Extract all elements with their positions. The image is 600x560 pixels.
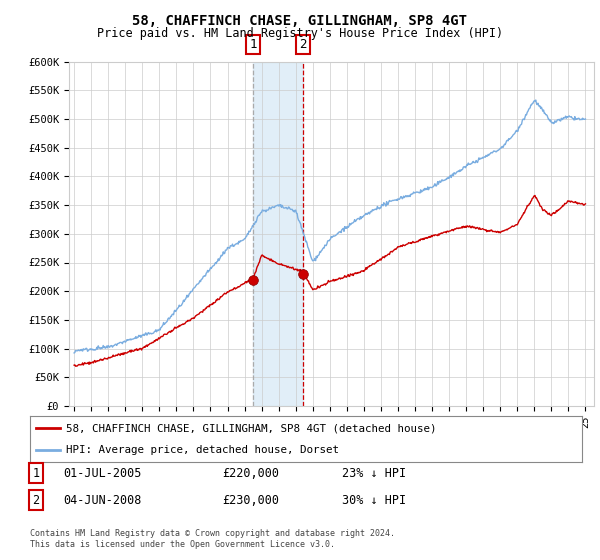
Text: 04-JUN-2008: 04-JUN-2008 — [63, 493, 142, 507]
Text: 1: 1 — [32, 466, 40, 480]
Text: £220,000: £220,000 — [222, 466, 279, 480]
Text: 30% ↓ HPI: 30% ↓ HPI — [342, 493, 406, 507]
Text: Price paid vs. HM Land Registry's House Price Index (HPI): Price paid vs. HM Land Registry's House … — [97, 27, 503, 40]
Text: 2: 2 — [32, 493, 40, 507]
Text: 1: 1 — [250, 38, 257, 52]
Text: Contains HM Land Registry data © Crown copyright and database right 2024.
This d: Contains HM Land Registry data © Crown c… — [30, 529, 395, 549]
Text: 58, CHAFFINCH CHASE, GILLINGHAM, SP8 4GT: 58, CHAFFINCH CHASE, GILLINGHAM, SP8 4GT — [133, 14, 467, 28]
Text: HPI: Average price, detached house, Dorset: HPI: Average price, detached house, Dors… — [66, 445, 339, 455]
Text: 58, CHAFFINCH CHASE, GILLINGHAM, SP8 4GT (detached house): 58, CHAFFINCH CHASE, GILLINGHAM, SP8 4GT… — [66, 423, 436, 433]
Bar — [253, 62, 303, 406]
Text: 2: 2 — [299, 38, 307, 52]
Text: £230,000: £230,000 — [222, 493, 279, 507]
Text: 01-JUL-2005: 01-JUL-2005 — [63, 466, 142, 480]
Text: 23% ↓ HPI: 23% ↓ HPI — [342, 466, 406, 480]
